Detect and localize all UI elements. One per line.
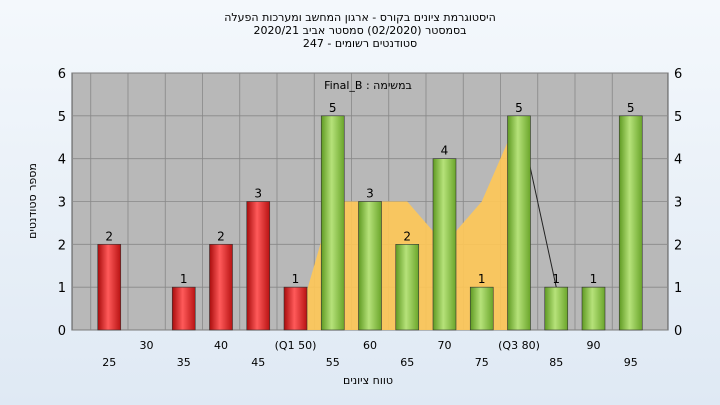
- data-label-80: 5: [515, 101, 523, 115]
- bar-40: [209, 244, 233, 331]
- x-tick-label-35: 35: [177, 356, 191, 369]
- y-tick-left-0: 0: [58, 324, 66, 339]
- data-label-40: 2: [217, 229, 225, 243]
- bar-70: [432, 158, 457, 331]
- y-tick-right-3: 3: [674, 196, 682, 211]
- bar-80: [507, 115, 531, 331]
- chart-subtitle: במשימה : Final_B: [324, 79, 412, 92]
- data-label-55: 5: [329, 101, 337, 115]
- y-tick-left-5: 5: [58, 110, 66, 125]
- data-label-50: 1: [292, 272, 300, 286]
- data-label-60: 3: [366, 187, 374, 201]
- y-axis-label: מספר סטודנטים: [26, 163, 39, 239]
- x-axis-label: טווח ציונים: [343, 374, 393, 387]
- bar-55: [320, 115, 345, 331]
- x-tick-label-25: 25: [102, 356, 116, 369]
- y-tick-right-0: 0: [674, 324, 682, 339]
- x-tick-label-50: (Q1 50): [275, 339, 317, 352]
- bar-45: [246, 201, 271, 331]
- data-label-95: 5: [627, 101, 635, 115]
- data-label-75: 1: [478, 272, 486, 286]
- x-tick-label-95: 95: [624, 356, 638, 369]
- bar-95: [618, 115, 643, 331]
- y-tick-left-4: 4: [58, 153, 66, 168]
- bar-85: [544, 286, 569, 331]
- x-tick-label-70: 70: [438, 339, 452, 352]
- y-tick-right-4: 4: [674, 153, 682, 168]
- data-label-90: 1: [590, 272, 598, 286]
- x-tick-label-60: 60: [363, 339, 377, 352]
- x-tick-label-65: 65: [400, 356, 414, 369]
- x-tick-label-40: 40: [214, 339, 228, 352]
- y-tick-left-1: 1: [58, 281, 66, 296]
- data-label-45: 3: [254, 187, 262, 201]
- data-label-35: 1: [180, 272, 188, 286]
- x-tick-label-75: 75: [475, 356, 489, 369]
- bar-35: [171, 286, 196, 331]
- x-tick-label-85: 85: [549, 356, 563, 369]
- x-tick-label-80: (Q3 80): [498, 339, 540, 352]
- x-tick-label-90: 90: [587, 339, 601, 352]
- bar-50: [283, 286, 308, 331]
- data-label-25: 2: [105, 229, 113, 243]
- y-tick-left-6: 6: [58, 67, 66, 82]
- y-tick-right-2: 2: [674, 238, 682, 253]
- shaded-area: [295, 115, 519, 330]
- x-tick-label-45: 45: [251, 356, 265, 369]
- x-tick-label-30: 30: [140, 339, 154, 352]
- y-tick-right-6: 6: [674, 67, 682, 82]
- x-tick-label-55: 55: [326, 356, 340, 369]
- y-tick-right-1: 1: [674, 281, 682, 296]
- data-label-85: 1: [552, 272, 560, 286]
- chart-title-line-3: סטודנטים רשומים - 247: [302, 37, 418, 50]
- data-label-65: 2: [403, 229, 411, 243]
- bar-25: [97, 244, 122, 331]
- bar-60: [358, 201, 382, 331]
- y-tick-left-2: 2: [58, 238, 66, 253]
- y-tick-right-5: 5: [674, 110, 682, 125]
- bar-65: [395, 244, 420, 331]
- chart-title-line-1: היסטוגרמת ציונים בקורס - ארגון המחשב ומע…: [224, 11, 496, 24]
- y-tick-left-3: 3: [58, 196, 66, 211]
- chart-title-line-2: בסמסטר (02/2020) סמסטר אביב 2020/21: [253, 24, 467, 37]
- data-label-70: 4: [441, 144, 449, 158]
- bar-75: [469, 286, 494, 331]
- bar-90: [581, 286, 606, 331]
